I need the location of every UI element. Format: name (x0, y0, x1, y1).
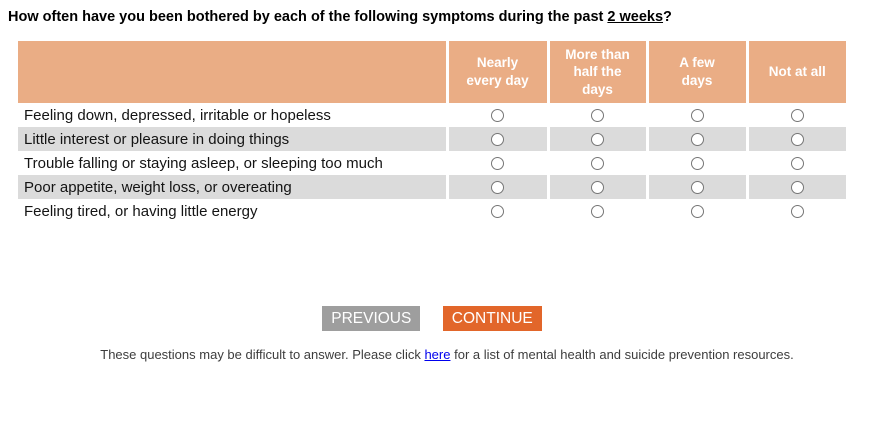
question-title-suffix: ? (663, 9, 672, 25)
radio-row2-a-few-days[interactable] (690, 157, 704, 171)
radio-row0-more-than-half-the-days[interactable] (591, 109, 604, 123)
radio-row2-more-than-half-the-days[interactable] (591, 157, 604, 171)
symptom-label: Feeling tired, or having little energy (24, 202, 258, 220)
radio-row4-not-at-all[interactable] (790, 205, 804, 219)
table-row: Feeling tired, or having little energy (18, 199, 846, 223)
table-header-row: Nearly every day More than half the days… (18, 41, 846, 103)
header-a-few-days: A few days (645, 41, 747, 103)
radio-row0-not-at-all[interactable] (790, 109, 804, 123)
footer-note: These questions may be difficult to answ… (0, 347, 894, 362)
radio-row4-a-few-days[interactable] (690, 205, 704, 219)
radio-row2-nearly-every-day[interactable] (491, 157, 504, 171)
radio-row1-a-few-days[interactable] (690, 133, 704, 147)
table-row: Little interest or pleasure in doing thi… (18, 127, 846, 151)
footer-text-before: These questions may be difficult to answ… (100, 347, 425, 362)
radio-row0-nearly-every-day[interactable] (491, 109, 504, 123)
radio-row3-not-at-all[interactable] (790, 181, 804, 195)
resources-link[interactable]: here (424, 347, 451, 362)
radio-row3-more-than-half-the-days[interactable] (591, 181, 604, 195)
table-row: Poor appetite, weight loss, or overeatin… (18, 175, 846, 199)
header-not-at-all: Not at all (745, 41, 846, 103)
radio-row2-not-at-all[interactable] (790, 157, 804, 171)
table-row: Feeling down, depressed, irritable or ho… (18, 103, 846, 127)
header-nearly-every-day: Nearly every day (445, 41, 548, 103)
header-empty-cell (18, 41, 447, 103)
navigation-buttons: PREVIOUS CONTINUE (18, 306, 846, 331)
radio-row4-more-than-half-the-days[interactable] (591, 205, 604, 219)
radio-row3-nearly-every-day[interactable] (491, 181, 504, 195)
radio-row0-a-few-days[interactable] (690, 109, 704, 123)
symptom-label: Poor appetite, weight loss, or overeatin… (24, 178, 292, 196)
previous-button[interactable]: PREVIOUS (322, 306, 421, 331)
table-row: Trouble falling or staying asleep, or sl… (18, 151, 846, 175)
radio-row1-nearly-every-day[interactable] (491, 133, 504, 147)
header-more-than-half-the-days: More than half the days (546, 41, 647, 103)
radio-row1-more-than-half-the-days[interactable] (591, 133, 604, 147)
symptom-label: Feeling down, depressed, irritable or ho… (24, 106, 331, 124)
question-title-underlined: 2 weeks (607, 9, 664, 25)
radio-row1-not-at-all[interactable] (790, 133, 804, 147)
question-title-prefix: How often have you been bothered by each… (8, 9, 608, 25)
continue-button[interactable]: CONTINUE (442, 306, 542, 331)
symptom-label: Little interest or pleasure in doing thi… (24, 130, 290, 148)
symptom-frequency-table: Nearly every day More than half the days… (18, 41, 846, 223)
radio-row4-nearly-every-day[interactable] (491, 205, 504, 219)
symptom-label: Trouble falling or staying asleep, or sl… (24, 154, 383, 172)
footer-text-after: for a list of mental health and suicide … (450, 347, 794, 362)
question-title: How often have you been bothered by each… (8, 8, 894, 26)
radio-row3-a-few-days[interactable] (690, 181, 704, 195)
